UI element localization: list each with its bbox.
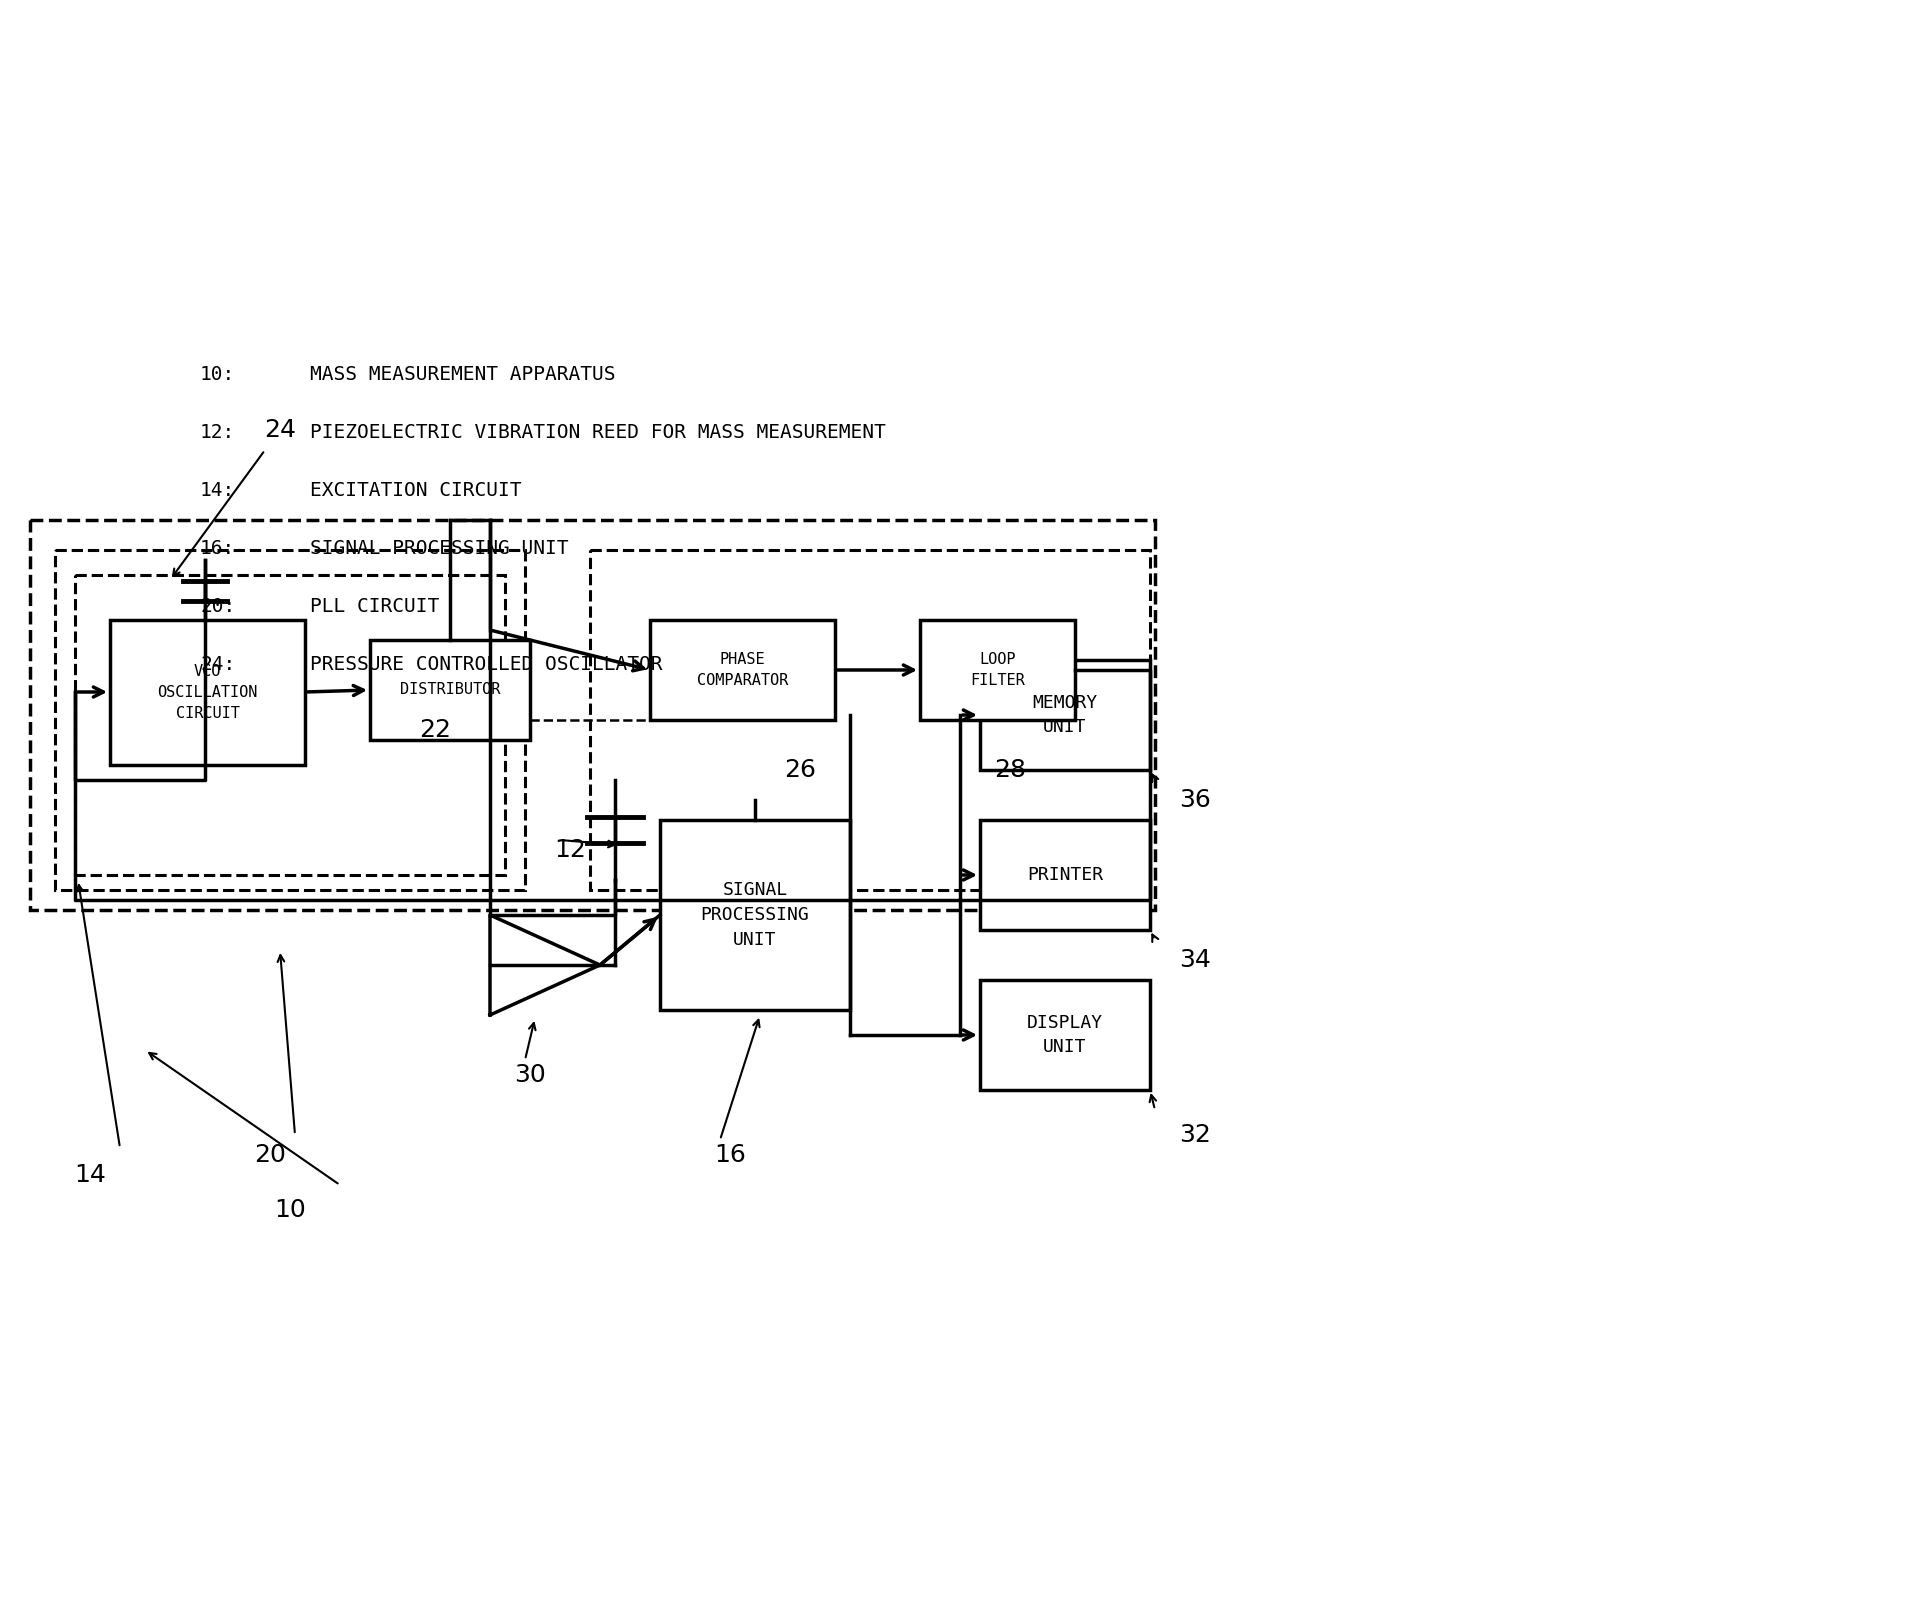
Text: 28: 28 xyxy=(995,759,1025,783)
FancyBboxPatch shape xyxy=(111,620,304,765)
Text: 20:: 20: xyxy=(201,596,235,615)
Text: PLL CIRCUIT: PLL CIRCUIT xyxy=(310,596,440,615)
Text: 16:: 16: xyxy=(201,538,235,558)
Text: MEMORY
UNIT: MEMORY UNIT xyxy=(1033,694,1098,736)
Text: PHASE
COMPARATOR: PHASE COMPARATOR xyxy=(696,652,788,688)
Text: PRESSURE CONTROLLED OSCILLATOR: PRESSURE CONTROLLED OSCILLATOR xyxy=(310,656,662,673)
Text: 10:: 10: xyxy=(201,365,235,384)
Text: 12:: 12: xyxy=(201,423,235,442)
Text: DISPLAY
UNIT: DISPLAY UNIT xyxy=(1027,1014,1104,1056)
Text: EXCITATION CIRCUIT: EXCITATION CIRCUIT xyxy=(310,480,522,500)
FancyBboxPatch shape xyxy=(979,820,1150,930)
Text: SIGNAL PROCESSING UNIT: SIGNAL PROCESSING UNIT xyxy=(310,538,568,558)
Text: DISTRIBUTOR: DISTRIBUTOR xyxy=(400,683,499,697)
FancyBboxPatch shape xyxy=(660,820,849,1011)
Text: 30: 30 xyxy=(515,1062,545,1086)
Text: 14: 14 xyxy=(75,1163,105,1188)
Text: 14:: 14: xyxy=(201,480,235,500)
Text: VCO
OSCILLATION
CIRCUIT: VCO OSCILLATION CIRCUIT xyxy=(157,664,258,722)
Text: PRINTER: PRINTER xyxy=(1027,866,1104,884)
Text: 32: 32 xyxy=(1178,1123,1211,1147)
Text: 24: 24 xyxy=(264,418,297,442)
FancyBboxPatch shape xyxy=(369,640,530,739)
Text: 36: 36 xyxy=(1178,787,1211,812)
FancyBboxPatch shape xyxy=(920,620,1075,720)
Text: 20: 20 xyxy=(254,1143,285,1167)
Text: 24:: 24: xyxy=(201,656,235,673)
Text: 10: 10 xyxy=(274,1197,306,1221)
FancyBboxPatch shape xyxy=(979,980,1150,1090)
FancyBboxPatch shape xyxy=(979,660,1150,770)
FancyBboxPatch shape xyxy=(650,620,834,720)
Text: LOOP
FILTER: LOOP FILTER xyxy=(970,652,1025,688)
Text: 16: 16 xyxy=(714,1143,746,1167)
Text: 22: 22 xyxy=(419,718,451,742)
Polygon shape xyxy=(490,914,601,1016)
Text: PIEZOELECTRIC VIBRATION REED FOR MASS MEASUREMENT: PIEZOELECTRIC VIBRATION REED FOR MASS ME… xyxy=(310,423,886,442)
Text: 26: 26 xyxy=(784,759,817,783)
Text: 34: 34 xyxy=(1178,948,1211,972)
Text: 12: 12 xyxy=(555,837,585,861)
Text: MASS MEASUREMENT APPARATUS: MASS MEASUREMENT APPARATUS xyxy=(310,365,616,384)
Text: SIGNAL
PROCESSING
UNIT: SIGNAL PROCESSING UNIT xyxy=(700,881,809,950)
